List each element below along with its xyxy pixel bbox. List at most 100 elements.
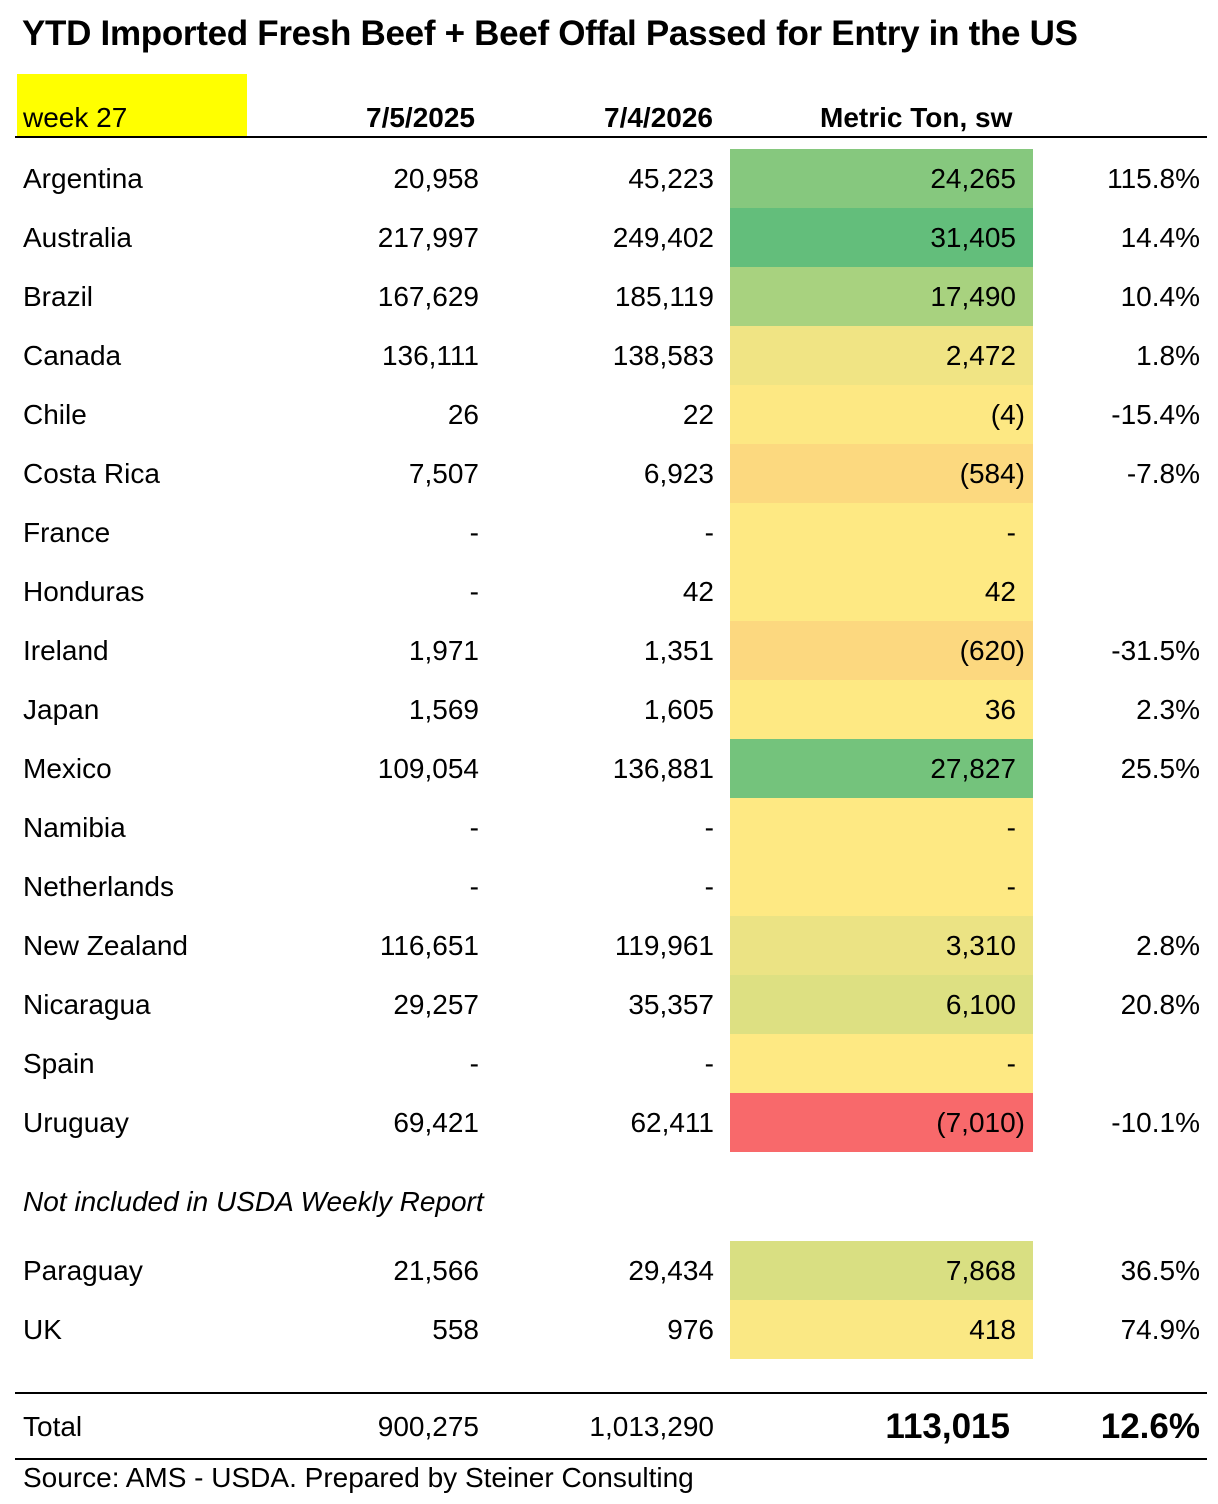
percent-change: 14.4% — [1120, 222, 1200, 253]
difference-cell: 24,265 — [730, 149, 1033, 208]
value-2026: 35,357 — [628, 989, 714, 1020]
table-row: France - - - — [0, 503, 1218, 562]
value-2025: - — [469, 812, 479, 843]
difference-value: (620) — [959, 635, 1025, 666]
table-row: Paraguay 21,566 29,434 7,868 36.5% — [0, 1241, 1218, 1300]
value-2026: 1,605 — [643, 694, 714, 725]
country-name: Chile — [23, 399, 87, 430]
country-name: France — [23, 517, 111, 548]
table-row: Nicaragua 29,257 35,357 6,100 20.8% — [0, 975, 1218, 1034]
difference-cell: 36 — [730, 680, 1033, 739]
difference-cell: 2,472 — [730, 326, 1033, 385]
country-name: Australia — [23, 222, 132, 253]
value-2026: - — [704, 1048, 714, 1079]
difference-cell: 6,100 — [730, 975, 1033, 1034]
value-2026: 1,351 — [643, 635, 714, 666]
table-row: Honduras - 42 42 — [0, 562, 1218, 621]
difference-value: 7,868 — [945, 1255, 1016, 1286]
report-title: YTD Imported Fresh Beef + Beef Offal Pas… — [22, 14, 1078, 53]
country-name: Canada — [23, 340, 122, 371]
value-2026: 136,881 — [612, 753, 714, 784]
difference-value: - — [1006, 871, 1016, 902]
difference-value: 6,100 — [945, 989, 1016, 1020]
week-label: week 27 — [23, 102, 128, 133]
difference-value: 36 — [984, 694, 1016, 725]
value-2026: 976 — [667, 1314, 714, 1345]
difference-value: 2,472 — [945, 340, 1016, 371]
header-2026: 7/4/2026 — [604, 102, 713, 133]
total-row: Total 900,275 1,013,290 113,015 12.6% — [0, 1396, 1218, 1458]
difference-cell: 418 — [730, 1300, 1033, 1359]
country-name: Netherlands — [23, 871, 174, 902]
total-2025: 900,275 — [377, 1411, 479, 1442]
percent-change: 2.8% — [1136, 930, 1200, 961]
value-2025: 109,054 — [377, 753, 479, 784]
total-label: Total — [23, 1411, 83, 1442]
table-row: UK 558 976 418 74.9% — [0, 1300, 1218, 1359]
value-2025: - — [469, 576, 479, 607]
percent-change: 74.9% — [1120, 1314, 1200, 1345]
percent-change: -10.1% — [1111, 1107, 1200, 1138]
difference-cell: 27,827 — [730, 739, 1033, 798]
header-metric-ton: Metric Ton, sw — [820, 102, 1013, 133]
value-2025: 21,566 — [393, 1255, 479, 1286]
week-highlight: week 27 — [17, 74, 247, 136]
value-2026: 45,223 — [628, 163, 714, 194]
value-2025: 1,971 — [408, 635, 479, 666]
value-2025: 29,257 — [393, 989, 479, 1020]
country-name: Spain — [23, 1048, 95, 1079]
difference-value: 42 — [984, 576, 1016, 607]
table-row: Brazil 167,629 185,119 17,490 10.4% — [0, 267, 1218, 326]
difference-value: 418 — [969, 1314, 1016, 1345]
difference-cell: (7,010) — [730, 1093, 1033, 1152]
table-row: Spain - - - — [0, 1034, 1218, 1093]
value-2025: - — [469, 517, 479, 548]
table-row: Uruguay 69,421 62,411 (7,010) -10.1% — [0, 1093, 1218, 1152]
value-2026: - — [704, 871, 714, 902]
country-name: UK — [23, 1314, 62, 1345]
country-name: Ireland — [23, 635, 109, 666]
table-row: Argentina 20,958 45,223 24,265 115.8% — [0, 149, 1218, 208]
value-2026: 138,583 — [612, 340, 714, 371]
header-rule — [15, 136, 1207, 138]
value-2025: 558 — [432, 1314, 479, 1345]
table-row: Australia 217,997 249,402 31,405 14.4% — [0, 208, 1218, 267]
value-2025: 217,997 — [377, 222, 479, 253]
value-2026: 62,411 — [630, 1107, 714, 1138]
difference-value: (7,010) — [936, 1107, 1025, 1138]
value-2026: 42 — [682, 576, 714, 607]
difference-value: 31,405 — [930, 222, 1016, 253]
difference-cell: 7,868 — [730, 1241, 1033, 1300]
country-name: Paraguay — [23, 1255, 143, 1286]
percent-change: -31.5% — [1111, 635, 1200, 666]
table-row: Chile 26 22 (4) -15.4% — [0, 385, 1218, 444]
source-note: Source: AMS - USDA. Prepared by Steiner … — [23, 1462, 694, 1493]
difference-cell: 31,405 — [730, 208, 1033, 267]
value-2025: 167,629 — [377, 281, 479, 312]
value-2026: 22 — [682, 399, 714, 430]
difference-cell: 3,310 — [730, 916, 1033, 975]
percent-change: 20.8% — [1120, 989, 1200, 1020]
percent-change: 36.5% — [1120, 1255, 1200, 1286]
total-bottom-rule — [15, 1458, 1207, 1460]
difference-value: - — [1006, 517, 1016, 548]
country-name: Honduras — [23, 576, 145, 607]
country-name: Japan — [23, 694, 100, 725]
value-2025: 20,958 — [393, 163, 479, 194]
value-2026: 29,434 — [628, 1255, 714, 1286]
difference-cell: 17,490 — [730, 267, 1033, 326]
value-2026: 6,923 — [643, 458, 714, 489]
value-2025: 116,651 — [379, 930, 479, 961]
difference-value: 24,265 — [930, 163, 1016, 194]
table-row: Costa Rica 7,507 6,923 (584) -7.8% — [0, 444, 1218, 503]
table-row: Japan 1,569 1,605 36 2.3% — [0, 680, 1218, 739]
country-name: Namibia — [23, 812, 126, 843]
country-name: New Zealand — [23, 930, 188, 961]
percent-change: 1.8% — [1136, 340, 1200, 371]
value-2025: 69,421 — [393, 1107, 479, 1138]
value-2026: 119,961 — [614, 930, 714, 961]
country-name: Mexico — [23, 753, 112, 784]
difference-cell: (620) — [730, 621, 1033, 680]
difference-value: (584) — [959, 458, 1025, 489]
percent-change: 10.4% — [1120, 281, 1200, 312]
